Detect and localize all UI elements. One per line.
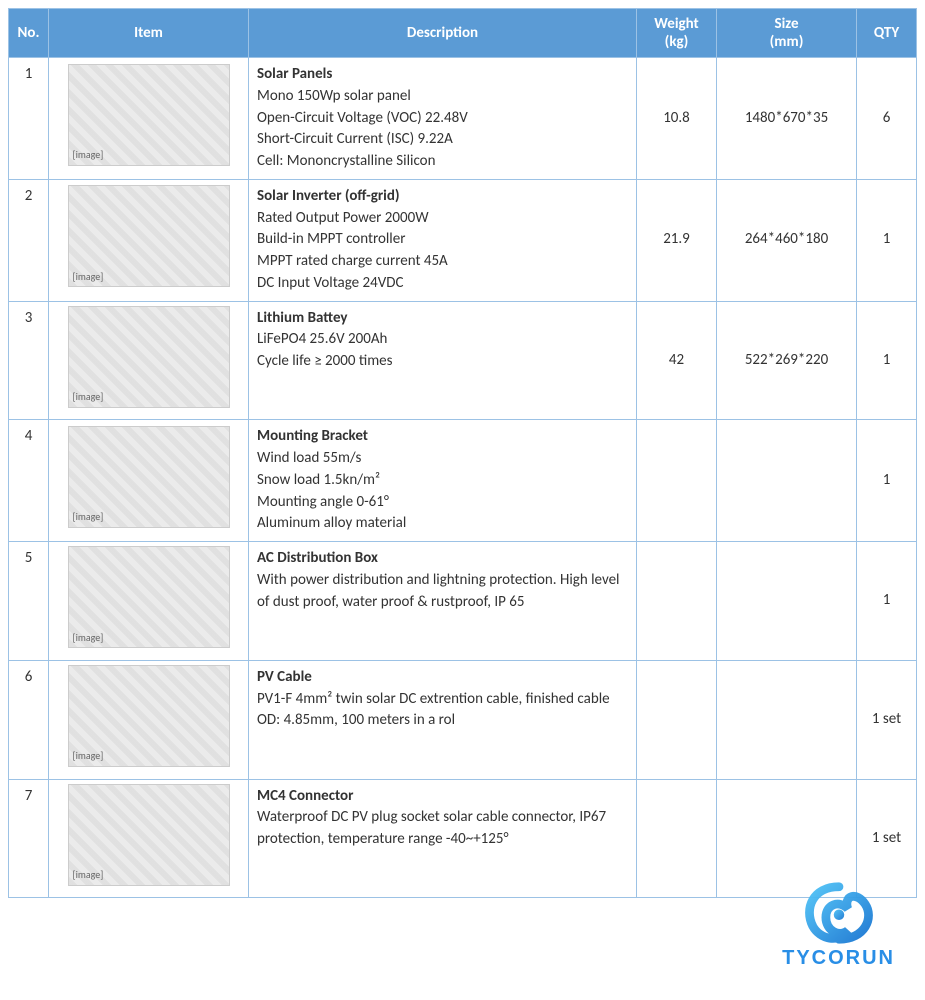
cell-weight <box>637 779 717 898</box>
lithium-battery-photo: [image] <box>68 306 230 408</box>
cell-qty: 1 <box>857 301 917 420</box>
cell-size: 1480*670*35 <box>717 58 857 180</box>
image-placeholder-label: [image] <box>73 148 104 163</box>
image-placeholder-label: [image] <box>73 749 104 764</box>
image-placeholder-label: [image] <box>73 510 104 525</box>
cell-no: 4 <box>9 420 49 542</box>
cell-description: Mounting BracketWind load 55m/sSnow load… <box>249 420 637 542</box>
mounting-bracket-photo: [image] <box>68 426 230 528</box>
desc-line: Cell: Mononcrystalline Silicon <box>257 151 628 173</box>
cell-size <box>717 779 857 898</box>
desc-line: Open-Circuit Voltage (VOC) 22.48V <box>257 108 628 130</box>
cell-item: [image] <box>49 542 249 661</box>
cell-qty: 1 set <box>857 779 917 898</box>
col-qty: QTY <box>857 9 917 58</box>
col-no: No. <box>9 9 49 58</box>
image-placeholder-label: [image] <box>73 390 104 405</box>
desc-line: Mounting angle 0-61° <box>257 492 628 514</box>
cell-no: 2 <box>9 179 49 301</box>
cell-item: [image] <box>49 301 249 420</box>
col-item: Item <box>49 9 249 58</box>
mc4-connector-photo: [image] <box>68 784 230 886</box>
desc-line: LiFePO4 25.6V 200Ah <box>257 329 628 351</box>
table-header: No. Item Description Weight(kg) Size(mm)… <box>9 9 917 58</box>
table-row: 7 [image] MC4 ConnectorWaterproof DC PV pl… <box>9 779 917 898</box>
image-placeholder-label: [image] <box>73 270 104 285</box>
desc-line: MPPT rated charge current 45A <box>257 251 628 273</box>
solar-panel-photo: [image] <box>68 64 230 166</box>
desc-line: Aluminum alloy material <box>257 513 628 535</box>
ac-distribution-box-photo: [image] <box>68 546 230 648</box>
cell-weight: 21.9 <box>637 179 717 301</box>
cell-description: MC4 ConnectorWaterproof DC PV plug socke… <box>249 779 637 898</box>
image-placeholder-label: [image] <box>73 631 104 646</box>
cell-size: 522*269*220 <box>717 301 857 420</box>
desc-title: Mounting Bracket <box>257 426 628 448</box>
cell-no: 7 <box>9 779 49 898</box>
logo-text: TYCORUN <box>782 947 895 970</box>
cell-qty: 1 set <box>857 660 917 779</box>
table-body: 1 [image] Solar PanelsMono 150Wp solar pan… <box>9 58 917 898</box>
desc-line: Rated Output Power 2000W <box>257 208 628 230</box>
cell-no: 5 <box>9 542 49 661</box>
cell-weight <box>637 660 717 779</box>
table-row: 4 [image] Mounting BracketWind load 55m/sS… <box>9 420 917 542</box>
cell-size <box>717 660 857 779</box>
table-row: 2 [image] Solar Inverter (off-grid)Rated O… <box>9 179 917 301</box>
desc-line: Waterproof DC PV plug socket solar cable… <box>257 807 628 851</box>
desc-line: Wind load 55m/s <box>257 448 628 470</box>
cell-weight <box>637 542 717 661</box>
cell-item: [image] <box>49 660 249 779</box>
desc-line: Short-Circuit Current (ISC) 9.22A <box>257 129 628 151</box>
cell-size: 264*460*180 <box>717 179 857 301</box>
image-placeholder-label: [image] <box>73 868 104 883</box>
cell-description: Lithium BatteyLiFePO4 25.6V 200AhCycle l… <box>249 301 637 420</box>
table-row: 3 [image] Lithium BatteyLiFePO4 25.6V 200A… <box>9 301 917 420</box>
desc-title: AC Distribution Box <box>257 548 628 570</box>
col-weight: Weight(kg) <box>637 9 717 58</box>
cell-no: 6 <box>9 660 49 779</box>
cell-size <box>717 542 857 661</box>
desc-line: DC Input Voltage 24VDC <box>257 273 628 295</box>
desc-title: PV Cable <box>257 667 628 689</box>
cell-description: Solar Inverter (off-grid)Rated Output Po… <box>249 179 637 301</box>
pv-cable-photo: [image] <box>68 665 230 767</box>
cell-no: 3 <box>9 301 49 420</box>
desc-title: MC4 Connector <box>257 786 628 808</box>
col-description: Description <box>249 9 637 58</box>
cell-item: [image] <box>49 179 249 301</box>
desc-line: Snow load 1.5kn/m² <box>257 470 628 492</box>
desc-line: Build-in MPPT controller <box>257 229 628 251</box>
cell-item: [image] <box>49 420 249 542</box>
desc-line: Mono 150Wp solar panel <box>257 86 628 108</box>
table-row: 1 [image] Solar PanelsMono 150Wp solar pan… <box>9 58 917 180</box>
cell-qty: 1 <box>857 179 917 301</box>
table-row: 5 [image] AC Distribution BoxWith power di… <box>9 542 917 661</box>
table-row: 6 [image] PV CablePV1-F 4mm² twin solar DC… <box>9 660 917 779</box>
cell-weight <box>637 420 717 542</box>
desc-line: With power distribution and lightning pr… <box>257 570 628 614</box>
col-size: Size(mm) <box>717 9 857 58</box>
desc-title: Solar Panels <box>257 64 628 86</box>
desc-title: Solar Inverter (off-grid) <box>257 186 628 208</box>
cell-size <box>717 420 857 542</box>
desc-line: PV1-F 4mm² twin solar DC extrention cabl… <box>257 689 628 733</box>
cell-item: [image] <box>49 58 249 180</box>
spec-table: No. Item Description Weight(kg) Size(mm)… <box>8 8 917 898</box>
cell-weight: 42 <box>637 301 717 420</box>
cell-item: [image] <box>49 779 249 898</box>
cell-description: AC Distribution BoxWith power distributi… <box>249 542 637 661</box>
cell-qty: 6 <box>857 58 917 180</box>
desc-line: Cycle life ≥ 2000 times <box>257 351 628 373</box>
cell-weight: 10.8 <box>637 58 717 180</box>
solar-inverter-photo: [image] <box>68 185 230 287</box>
cell-description: PV CablePV1-F 4mm² twin solar DC extrent… <box>249 660 637 779</box>
cell-no: 1 <box>9 58 49 180</box>
cell-qty: 1 <box>857 542 917 661</box>
cell-qty: 1 <box>857 420 917 542</box>
desc-title: Lithium Battey <box>257 308 628 330</box>
cell-description: Solar PanelsMono 150Wp solar panelOpen-C… <box>249 58 637 180</box>
